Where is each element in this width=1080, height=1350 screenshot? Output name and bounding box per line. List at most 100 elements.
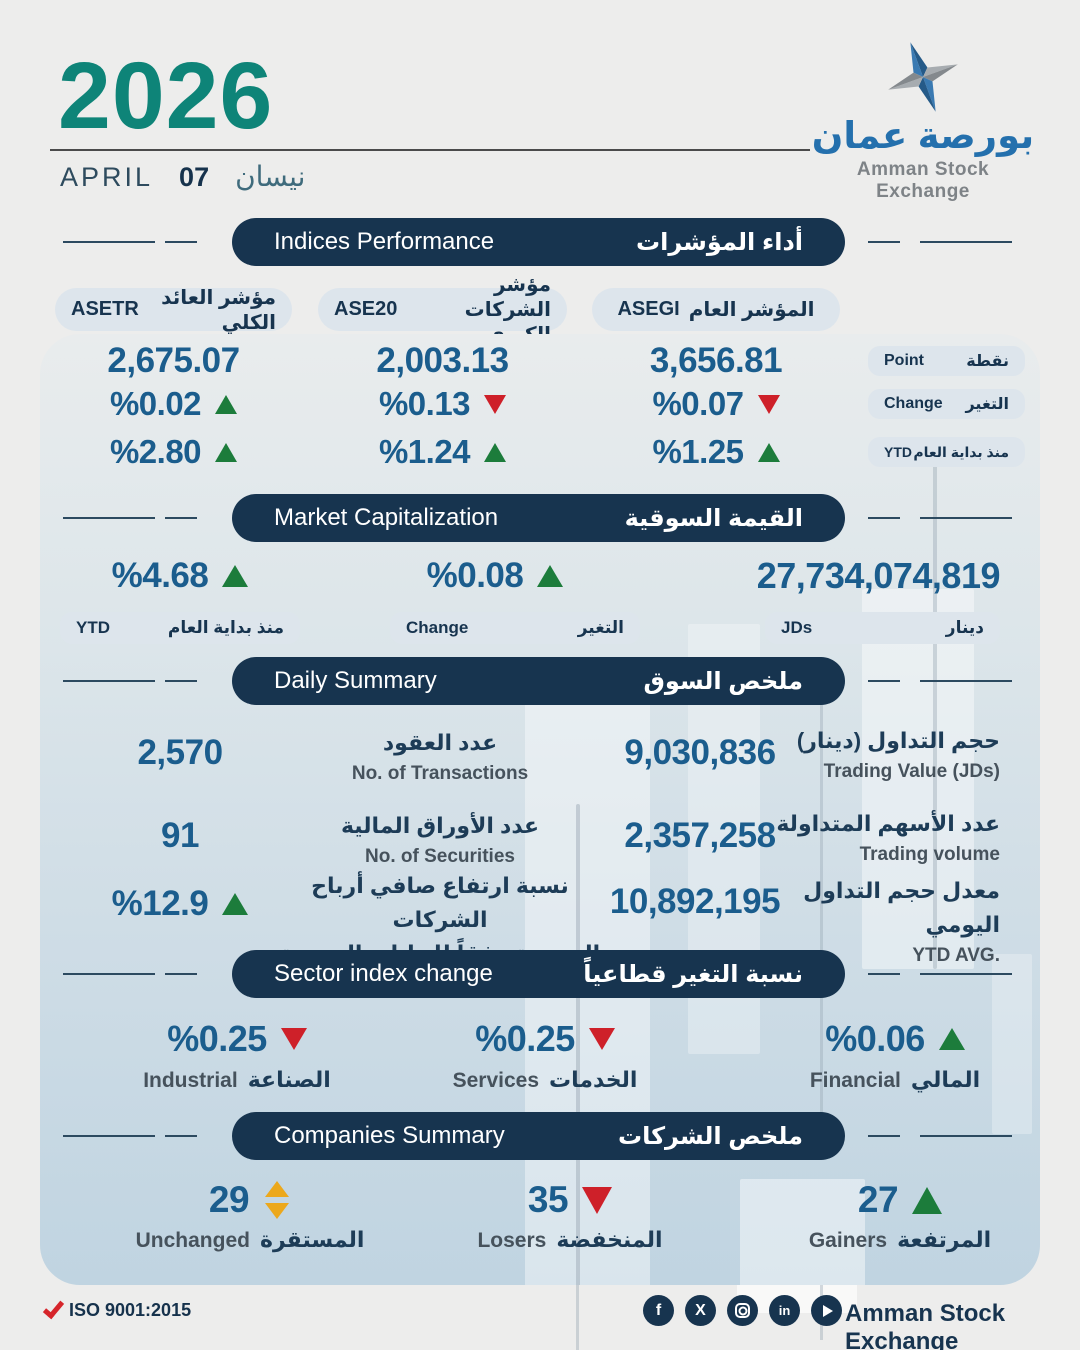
market-cap-title-en: Market Capitalization: [274, 504, 499, 531]
decor-line: [868, 517, 900, 519]
change-value: %0.02: [109, 385, 202, 422]
candlestick-wick-decoration: [576, 1285, 579, 1350]
asegi-ytd: %1.25: [592, 433, 840, 470]
ytd-value: %1.25: [652, 433, 744, 470]
row-label-en: Change: [884, 395, 943, 412]
ase20-change: %0.13: [318, 385, 567, 422]
decor-line: [920, 973, 1012, 975]
sector-services-change: %0.25: [395, 1017, 695, 1061]
x-twitter-icon[interactable]: X: [685, 1295, 716, 1326]
content-card: 2,675.07 2,003.13 3,656.81 Point نقطة %0…: [40, 334, 1040, 1285]
companies-title-ar: ملخص الشركات: [617, 1122, 803, 1150]
label-ar: التغير: [577, 618, 624, 637]
trading-value: 9,030,836: [624, 733, 776, 772]
row-label-ar: التغير: [965, 396, 1009, 413]
decor-line: [165, 680, 197, 682]
label-ar: المنخفضة: [556, 1227, 663, 1252]
row-label-change: Change التغير: [868, 389, 1025, 419]
indices-title-en: Indices Performance: [274, 228, 495, 255]
ase20-point-value: 2,003.13: [376, 341, 509, 380]
decor-line: [63, 680, 155, 682]
decor-line: [920, 680, 1012, 682]
label-ar: الخدمات: [549, 1067, 638, 1092]
social-links: f X in: [643, 1295, 842, 1326]
asetr-change: %0.02: [55, 385, 292, 422]
trend-arrow-icon: [537, 565, 564, 587]
facebook-icon[interactable]: f: [643, 1295, 674, 1326]
companies-title-en: Companies Summary: [274, 1122, 505, 1149]
label-en: Trading volume: [859, 844, 1000, 866]
candlestick-wick-decoration: [933, 454, 937, 969]
trend-arrow-icon: [215, 394, 238, 414]
decor-line: [165, 973, 197, 975]
daily-title-en: Daily Summary: [274, 667, 437, 694]
youtube-glyph: [822, 1304, 833, 1317]
trend-arrow-icon: [222, 893, 249, 915]
index-code: ASEGI: [617, 298, 680, 320]
label-en: YTD: [76, 618, 110, 637]
label-ar: المرتفعة: [897, 1227, 992, 1252]
trend-arrow-icon: [215, 442, 238, 462]
companies-gainers: 27: [750, 1177, 1040, 1223]
section-header-companies: Companies Summary ملخص الشركات: [232, 1112, 845, 1160]
label-ar: منذ بداية العام: [167, 618, 284, 637]
row-label-point: Point نقطة: [868, 346, 1025, 376]
label-ar: عدد الأسهم المتداولة: [776, 811, 1000, 836]
sector-title-en: Sector index change: [274, 960, 493, 987]
logo-wordmark-en: Amman Stock Exchange: [856, 158, 990, 202]
ase-star-icon: [888, 42, 958, 112]
securities-count: 91: [161, 816, 199, 855]
decor-line: [868, 241, 900, 243]
trend-arrow-icon: [588, 1028, 615, 1050]
trend-arrow-icon: [484, 442, 507, 462]
companies-losers: 35: [420, 1177, 720, 1223]
label-en: No. of Securities: [365, 846, 515, 868]
facebook-glyph: f: [655, 1301, 662, 1319]
label-en: Trading Value (JDs): [823, 761, 1000, 783]
decor-line: [920, 517, 1012, 519]
index-pill-asegi: ASEGI المؤشر العام: [592, 288, 840, 331]
index-code: ASETR: [71, 298, 139, 320]
market-cap-ytd-value: %4.68: [111, 556, 209, 595]
ytd-value: %1.24: [378, 433, 471, 470]
transactions-count: 2,570: [137, 733, 223, 772]
label-ar: دينار: [945, 618, 984, 637]
section-header-sector: Sector index change نسبة التغير قطاعياً: [232, 950, 845, 998]
iso-certification: ISO 9001:2015: [42, 1296, 191, 1321]
label-en: Losers: [477, 1229, 547, 1252]
companies-gainers-label: Gainers المرتفعة: [750, 1227, 1040, 1253]
row-label-ar: منذ بداية العام: [913, 443, 1009, 460]
daily-title-ar: ملخص السوق: [643, 667, 803, 695]
sector-title-ar: نسبة التغير قطاعياً: [583, 960, 803, 988]
securities-label: عدد الأوراق المالية No. of Securities: [280, 809, 600, 872]
sector-value: %0.06: [825, 1018, 925, 1059]
instagram-glyph: [735, 1303, 750, 1318]
label-en: Industrial: [143, 1069, 238, 1092]
decor-line: [63, 241, 155, 243]
linkedin-icon[interactable]: in: [769, 1295, 800, 1326]
trend-arrow-icon: [484, 394, 507, 414]
row-label-en: YTD: [884, 444, 912, 460]
label-ar: الصناعة: [247, 1067, 331, 1092]
trend-arrow-icon: [757, 394, 780, 414]
decor-line: [165, 241, 197, 243]
label-en: Financial: [809, 1069, 901, 1092]
ase20-ytd: %1.24: [318, 433, 567, 470]
companies-losers-label: Losers المنخفضة: [420, 1227, 720, 1253]
index-name-ar: مؤشر العائد الكلي: [161, 286, 276, 334]
logo-wordmark-ar: بورصة عمان: [811, 115, 1035, 156]
gainers-count: 27: [857, 1179, 899, 1220]
market-cap-ytd: %4.68: [60, 556, 300, 596]
date-month-en: APRIL: [60, 162, 154, 192]
sector-value: %0.25: [167, 1018, 267, 1059]
youtube-icon[interactable]: [811, 1295, 842, 1326]
instagram-icon[interactable]: [727, 1295, 758, 1326]
companies-unchanged-label: Unchanged المستقرة: [100, 1227, 400, 1253]
index-pill-ase20: ASE20 مؤشر الشركات الكبرى: [318, 274, 567, 346]
date: APRIL 07 نيسان: [60, 160, 305, 193]
ytd-avg-volume: 10,892,195: [609, 882, 781, 921]
trend-arrow-icon: [582, 1186, 613, 1214]
change-value: %0.07: [652, 385, 744, 422]
label-ar-line1: نسبة ارتفاع صافي أرباح الشركات: [311, 873, 569, 933]
